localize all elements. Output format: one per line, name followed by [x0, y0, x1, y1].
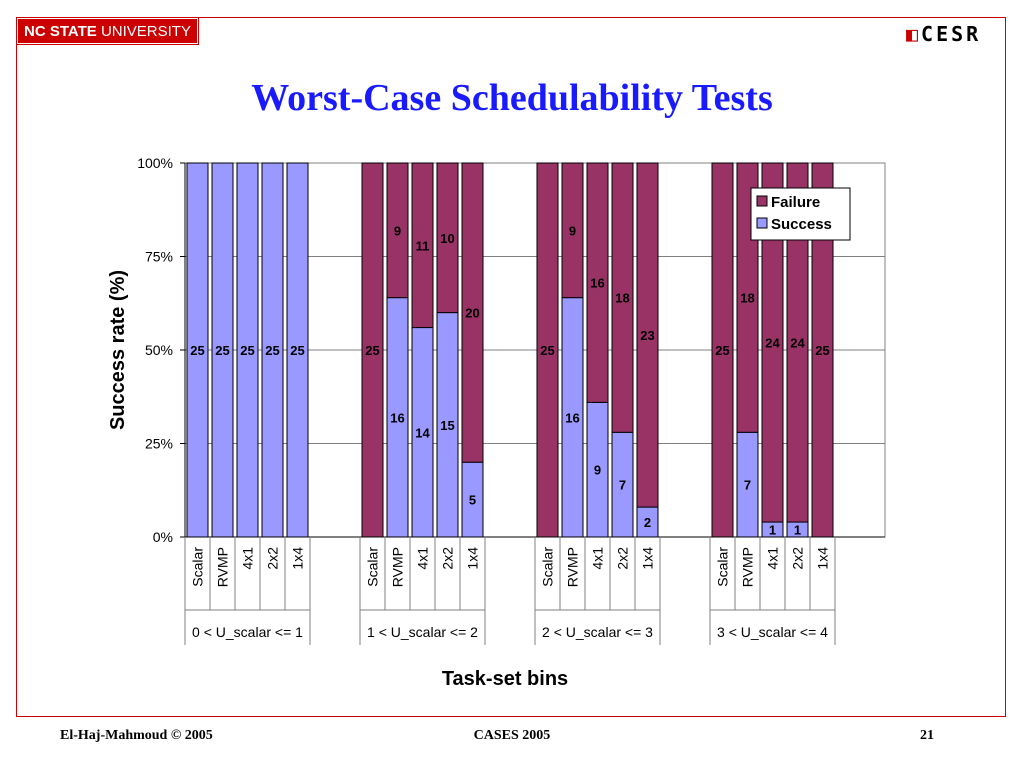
- data-label-failure: 18: [615, 291, 629, 306]
- y-tick-label: 50%: [145, 342, 173, 358]
- x-tick-label: 1x4: [465, 547, 481, 570]
- x-tick-label: Scalar: [540, 547, 556, 587]
- bar-success: [261, 162, 284, 538]
- data-label-success: 16: [390, 410, 404, 425]
- legend-label-success: Success: [771, 216, 832, 233]
- x-tick-label: 4x1: [590, 547, 606, 570]
- logo-left-rest: UNIVERSITY: [96, 23, 191, 40]
- x-tick-label: Scalar: [715, 547, 731, 587]
- y-axis-title: Success rate (%): [107, 270, 129, 430]
- group-label: 1 < U_scalar <= 2: [367, 624, 478, 640]
- data-label-failure: 16: [590, 276, 604, 291]
- data-label-failure: 9: [394, 223, 401, 238]
- data-label-failure: 9: [569, 223, 576, 238]
- slide-title: Worst-Case Schedulability Tests: [251, 77, 773, 119]
- group-label: 2 < U_scalar <= 3: [542, 624, 653, 640]
- bar-failure: [586, 162, 609, 403]
- x-tick-label: Scalar: [190, 547, 206, 587]
- bar-failure: [761, 162, 784, 523]
- data-label-failure: 18: [740, 291, 754, 306]
- bar-failure: [461, 162, 484, 463]
- data-label-success: 16: [565, 410, 579, 425]
- bar-failure: [436, 162, 459, 314]
- y-tick-label: 0%: [153, 529, 173, 545]
- data-label-failure: 23: [640, 328, 654, 343]
- group-label: 0 < U_scalar <= 1: [192, 624, 303, 640]
- legend-swatch-failure: [756, 195, 768, 207]
- data-label-success: 9: [594, 463, 601, 478]
- data-label-failure: 10: [440, 231, 454, 246]
- x-tick-label: 2x2: [265, 547, 281, 570]
- data-label-failure: 25: [540, 343, 554, 358]
- bar-failure: [411, 162, 434, 329]
- data-label-failure: 24: [765, 336, 780, 351]
- x-tick-label: RVMP: [740, 547, 756, 587]
- x-tick-label: 4x1: [415, 547, 431, 570]
- cesr-mark-icon: ◧: [906, 22, 922, 46]
- data-label-success: 7: [619, 478, 626, 493]
- bar-failure: [611, 162, 634, 433]
- data-label-failure: 25: [365, 343, 379, 358]
- bar-success: [186, 162, 209, 538]
- data-label-failure: 11: [416, 238, 430, 253]
- bar-failure: [636, 162, 659, 508]
- bar-failure: [386, 162, 409, 299]
- data-label-success: 5: [469, 493, 476, 508]
- x-tick-label: 1x4: [640, 547, 656, 570]
- cesr-logo-text: CESR: [921, 22, 982, 46]
- footer-page-number: 21: [920, 728, 934, 743]
- x-tick-label: 1x4: [815, 547, 831, 570]
- bar-failure: [711, 162, 734, 538]
- data-label-failure: 20: [465, 306, 479, 321]
- bar-success: [211, 162, 234, 538]
- x-tick-label: 4x1: [240, 547, 256, 570]
- data-label-success: 7: [744, 478, 751, 493]
- bar-failure: [361, 162, 384, 538]
- data-label-success: 2: [644, 515, 651, 530]
- bar-failure: [786, 162, 809, 523]
- data-label-success: 25: [265, 343, 279, 358]
- x-tick-label: RVMP: [215, 547, 231, 587]
- x-tick-label: 2x2: [440, 547, 456, 570]
- x-tick-label: 2x2: [790, 547, 806, 570]
- y-tick-label: 100%: [137, 155, 173, 171]
- data-label-success: 25: [190, 343, 204, 358]
- bar-failure: [811, 162, 834, 538]
- y-tick-label: 25%: [145, 436, 173, 452]
- data-label-success: 14: [415, 425, 430, 440]
- group-label: 3 < U_scalar <= 4: [717, 624, 828, 640]
- data-label-failure: 25: [715, 343, 729, 358]
- x-tick-label: Scalar: [365, 547, 381, 587]
- bar-success: [236, 162, 259, 538]
- x-tick-label: 4x1: [765, 547, 781, 570]
- x-tick-label: RVMP: [565, 547, 581, 587]
- data-label-success: 25: [290, 343, 304, 358]
- data-label-success: 1: [769, 523, 776, 538]
- cesr-logo: ◧CESR: [906, 22, 981, 46]
- x-axis-title: Task-set bins: [442, 668, 568, 690]
- data-label-success: 25: [240, 343, 254, 358]
- bar-failure: [561, 162, 584, 299]
- footer-conference: CASES 2005: [473, 728, 551, 743]
- data-label-failure: 24: [790, 336, 805, 351]
- data-label-failure: 25: [815, 343, 829, 358]
- x-tick-label: 1x4: [290, 547, 306, 570]
- slide-frame: [16, 17, 1006, 717]
- bar-failure: [536, 162, 559, 538]
- x-tick-label: 2x2: [615, 547, 631, 570]
- data-label-success: 15: [440, 418, 454, 433]
- logo-left-bold: NC STATE: [24, 23, 97, 40]
- x-tick-label: RVMP: [390, 547, 406, 587]
- legend-swatch-success: [756, 217, 768, 229]
- ncstate-logo: NC STATE UNIVERSITY: [16, 17, 199, 45]
- data-label-success: 25: [215, 343, 229, 358]
- bar-success: [286, 162, 309, 538]
- legend-label-failure: Failure: [771, 194, 820, 211]
- data-label-success: 1: [794, 523, 801, 538]
- footer-author: El-Haj-Mahmoud © 2005: [60, 728, 213, 743]
- y-tick-label: 75%: [145, 249, 173, 265]
